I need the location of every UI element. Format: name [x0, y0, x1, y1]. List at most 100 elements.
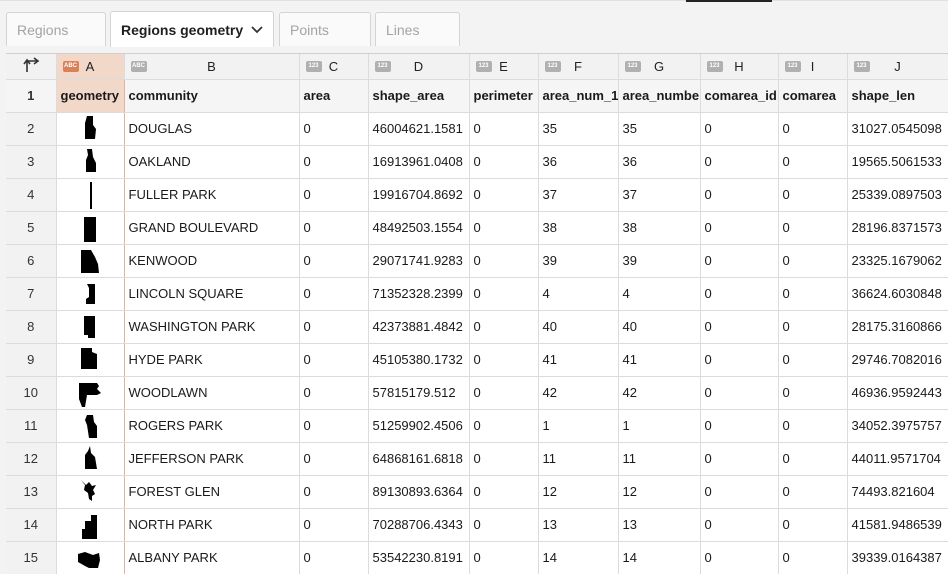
row-number[interactable]: 2 [6, 112, 57, 146]
field-name-comarea_id[interactable]: comarea_id [700, 79, 779, 113]
table-cell[interactable]: 13 [618, 508, 701, 542]
table-cell[interactable]: WASHINGTON PARK [124, 310, 300, 344]
table-cell[interactable]: OAKLAND [124, 145, 300, 179]
row-number[interactable]: 10 [6, 376, 57, 410]
geometry-cell[interactable] [56, 310, 125, 344]
table-cell[interactable]: 0 [778, 310, 848, 344]
table-cell[interactable]: 0 [700, 409, 779, 443]
table-cell[interactable]: 0 [778, 211, 848, 245]
table-cell[interactable]: 0 [700, 376, 779, 410]
table-cell[interactable]: 0 [469, 310, 539, 344]
row-number[interactable]: 11 [6, 409, 57, 443]
field-name-perimeter[interactable]: perimeter [469, 79, 539, 113]
table-cell[interactable]: 0 [299, 376, 369, 410]
table-cell[interactable]: 35 [618, 112, 701, 146]
table-cell[interactable]: ROGERS PARK [124, 409, 300, 443]
table-cell[interactable]: 14 [538, 541, 619, 574]
table-cell[interactable]: 16913961.0408 [368, 145, 470, 179]
table-cell[interactable]: 0 [299, 211, 369, 245]
field-name-area_num_1[interactable]: area_num_1 [538, 79, 619, 113]
table-cell[interactable]: 0 [469, 442, 539, 476]
table-cell[interactable]: 29071741.9283 [368, 244, 470, 278]
table-cell[interactable]: 0 [778, 244, 848, 278]
table-cell[interactable]: 28196.8371573 [847, 211, 948, 245]
table-cell[interactable]: 29746.7082016 [847, 343, 948, 377]
column-header-d[interactable]: 123 D [368, 54, 470, 80]
column-header-b[interactable]: ABC B [124, 54, 300, 80]
geometry-cell[interactable] [56, 541, 125, 574]
table-cell[interactable]: 38 [618, 211, 701, 245]
field-name-area_numbe[interactable]: area_numbe [618, 79, 701, 113]
table-cell[interactable]: 12 [538, 475, 619, 509]
table-cell[interactable]: 0 [778, 277, 848, 311]
table-cell[interactable]: 0 [299, 409, 369, 443]
field-name-geometry[interactable]: geometry [56, 79, 125, 113]
table-cell[interactable]: 0 [469, 475, 539, 509]
table-cell[interactable]: 0 [700, 277, 779, 311]
field-name-shape_area[interactable]: shape_area [368, 79, 470, 113]
table-cell[interactable]: 46936.9592443 [847, 376, 948, 410]
table-cell[interactable]: 57815179.512 [368, 376, 470, 410]
table-cell[interactable]: HYDE PARK [124, 343, 300, 377]
table-cell[interactable]: 0 [778, 112, 848, 146]
table-cell[interactable]: 71352328.2399 [368, 277, 470, 311]
row-number[interactable]: 4 [6, 178, 57, 212]
table-cell[interactable]: 0 [700, 211, 779, 245]
table-cell[interactable]: 14 [618, 541, 701, 574]
table-cell[interactable]: 0 [299, 508, 369, 542]
table-cell[interactable]: 0 [778, 508, 848, 542]
table-cell[interactable]: 39339.0164387 [847, 541, 948, 574]
table-cell[interactable]: ALBANY PARK [124, 541, 300, 574]
table-cell[interactable]: 0 [778, 442, 848, 476]
geometry-cell[interactable] [56, 508, 125, 542]
table-cell[interactable]: GRAND BOULEVARD [124, 211, 300, 245]
table-cell[interactable]: 42 [618, 376, 701, 410]
table-cell[interactable]: 11 [618, 442, 701, 476]
table-cell[interactable]: 41581.9486539 [847, 508, 948, 542]
table-cell[interactable]: 45105380.1732 [368, 343, 470, 377]
table-cell[interactable]: 44011.9571704 [847, 442, 948, 476]
table-cell[interactable]: 38 [538, 211, 619, 245]
table-cell[interactable]: 13 [538, 508, 619, 542]
table-cell[interactable]: 0 [700, 508, 779, 542]
table-cell[interactable]: 46004621.1581 [368, 112, 470, 146]
geometry-cell[interactable] [56, 475, 125, 509]
table-cell[interactable]: 0 [299, 244, 369, 278]
column-header-c[interactable]: 123 C [299, 54, 369, 80]
table-cell[interactable]: 0 [469, 178, 539, 212]
table-cell[interactable]: 19565.5061533 [847, 145, 948, 179]
table-cell[interactable]: LINCOLN SQUARE [124, 277, 300, 311]
table-cell[interactable]: 0 [299, 277, 369, 311]
row-number[interactable]: 8 [6, 310, 57, 344]
table-cell[interactable]: 31027.0545098 [847, 112, 948, 146]
geometry-cell[interactable] [56, 112, 125, 146]
geometry-cell[interactable] [56, 244, 125, 278]
table-cell[interactable]: 41 [538, 343, 619, 377]
column-header-i[interactable]: 123 I [778, 54, 848, 80]
table-cell[interactable]: 48492503.1554 [368, 211, 470, 245]
table-cell[interactable]: 1 [538, 409, 619, 443]
field-name-community[interactable]: community [124, 79, 300, 113]
geometry-cell[interactable] [56, 376, 125, 410]
table-cell[interactable]: 40 [618, 310, 701, 344]
column-header-g[interactable]: 123 G [618, 54, 701, 80]
table-cell[interactable]: 42 [538, 376, 619, 410]
table-cell[interactable]: 37 [538, 178, 619, 212]
column-header-e[interactable]: 123 E [469, 54, 539, 80]
table-cell[interactable]: 0 [700, 310, 779, 344]
table-cell[interactable]: 0 [700, 442, 779, 476]
table-cell[interactable]: FOREST GLEN [124, 475, 300, 509]
row-number[interactable]: 6 [6, 244, 57, 278]
table-cell[interactable]: 28175.3160866 [847, 310, 948, 344]
table-cell[interactable]: JEFFERSON PARK [124, 442, 300, 476]
table-cell[interactable]: 0 [700, 112, 779, 146]
table-cell[interactable]: 12 [618, 475, 701, 509]
tab-regions-geometry[interactable]: Regions geometry [110, 11, 274, 47]
geometry-cell[interactable] [56, 145, 125, 179]
row-number[interactable]: 3 [6, 145, 57, 179]
table-cell[interactable]: FULLER PARK [124, 178, 300, 212]
row-number[interactable]: 5 [6, 211, 57, 245]
table-cell[interactable]: 0 [299, 178, 369, 212]
table-cell[interactable]: 41 [618, 343, 701, 377]
row-number[interactable]: 7 [6, 277, 57, 311]
